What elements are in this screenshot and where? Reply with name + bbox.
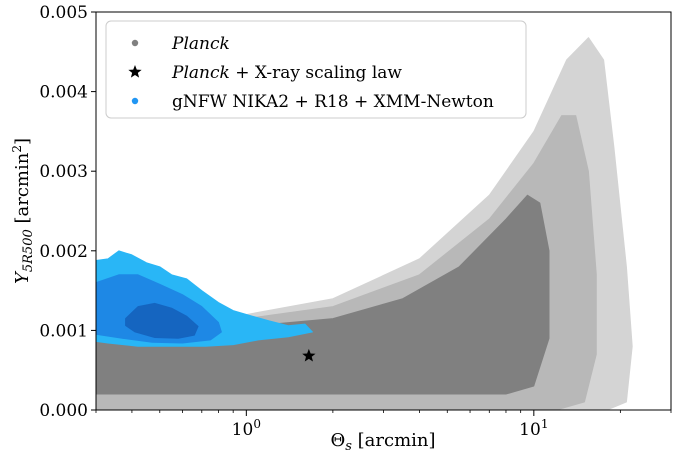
y-axis-label: Y5R500 [arcmin2] (10, 138, 36, 284)
legend-label: Planck (171, 34, 230, 54)
legend-box (105, 20, 527, 119)
y-tick-label: 0.003 (39, 162, 88, 182)
contour-layer (96, 37, 633, 410)
legend: Planck Planck + X-ray scaling law gNFW NIK… (105, 20, 527, 119)
y-tick-label: 0.005 (39, 3, 88, 23)
y-tick-label: 0.000 (39, 401, 88, 421)
x-axis-label: Θs [arcmin] (330, 430, 435, 454)
y-axis: 0.000 0.001 0.002 0.003 0.004 0.005 (39, 3, 96, 421)
legend-label: Planck + X-ray scaling law (171, 63, 402, 83)
legend-marker-star (128, 65, 142, 78)
legend-marker-dot (131, 97, 139, 105)
y-tick-label: 0.002 (39, 242, 88, 262)
legend-label: gNFW NIKA2 + R18 + XMM-Newton (172, 92, 494, 112)
scaling-law-star-point (302, 348, 316, 362)
point-layer (302, 348, 316, 362)
y-tick-label: 0.001 (39, 321, 88, 341)
legend-marker-dot (131, 39, 139, 47)
gnfw-nika2-r18-xmm-newton-contour-inner (125, 302, 199, 339)
y-tick-label: 0.004 (39, 83, 88, 103)
